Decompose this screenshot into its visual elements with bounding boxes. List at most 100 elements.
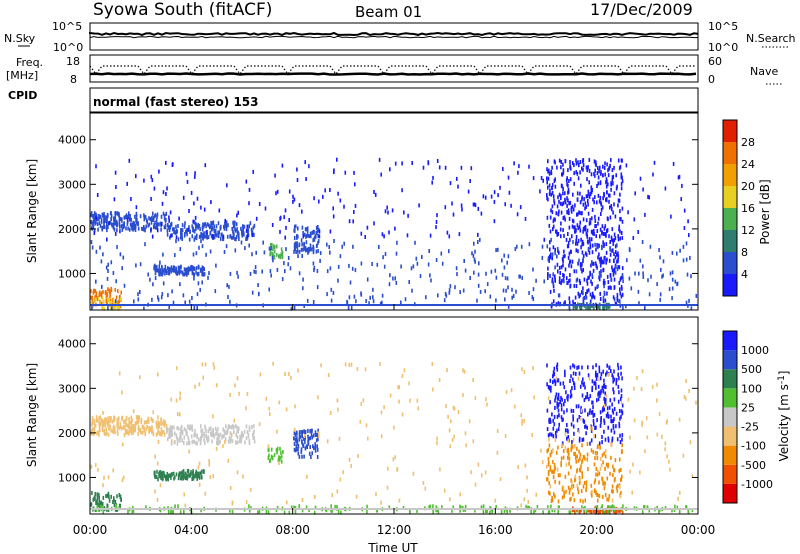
power-cell [216,233,218,238]
velocity-cell [600,420,602,425]
velocity-cell [600,389,602,394]
power-cell [150,227,152,232]
power-cell [448,249,450,254]
power-cell [360,291,362,296]
power-cell [248,201,250,206]
power-cell [686,272,689,277]
velocity-cell [158,473,160,478]
velocity-cell [636,375,638,380]
power-cell [225,227,228,232]
power-cell [270,246,272,251]
power-cell [175,270,177,275]
power-cell [196,233,198,238]
power-cell [507,175,510,180]
power-cell [577,261,579,266]
velocity-cell [336,489,339,494]
velocity-cell [582,484,585,489]
power-cell [114,231,117,236]
power-cell [549,229,552,234]
power-cell [588,157,591,162]
velocity-cell [463,369,466,374]
power-cell [91,245,94,250]
velocity-cell [267,455,270,460]
power-cell [550,192,553,197]
power-cell [326,292,328,297]
velocity-cell [597,384,600,389]
power-cell [355,299,357,304]
velocity-cell [613,407,616,411]
velocity-cell [112,426,115,431]
power-cell [588,194,591,199]
velocity-cell [157,428,160,433]
velocity-cell [294,432,297,437]
power-cell [611,268,614,273]
velocity-cell [125,423,128,427]
power-cell [582,257,584,262]
power-cell [151,178,154,183]
power-cell [245,237,247,241]
time-axis: 00:00 04:00 08:00 12:00 16:00 20:00 00:00 [73,304,715,537]
velocity-cell [581,437,584,442]
power-cell [549,289,552,294]
power-cell [161,221,163,226]
power-cell [612,238,614,243]
velocity-cell [556,428,558,433]
power-cell [590,190,593,194]
power-cell [642,275,645,279]
velocity-cell [245,500,248,504]
velocity-cell [445,404,447,409]
power-cell [315,230,318,235]
power-cell [235,237,237,242]
power-cell [568,201,570,206]
velocity-cell [489,510,491,515]
velocity-cell [386,485,389,490]
velocity-cell [468,419,471,424]
velocity-cell [338,436,341,441]
velocity-cell [171,429,173,434]
velocity-cell [210,433,213,438]
velocity-cell [129,420,132,425]
power-cell [163,213,166,218]
power-cell [596,171,599,176]
velocity-cell [280,459,283,464]
power-cell [105,290,107,294]
power-cell [556,165,558,170]
velocity-cell [561,441,564,446]
velocity-cell [179,396,181,401]
velocity-cell [132,505,134,510]
power-cell [564,159,567,163]
power-cell [281,250,284,255]
velocity-cell [204,424,206,429]
velocity-cell [236,429,239,434]
velocity-cell [187,425,189,430]
power-cell [257,283,259,287]
velocity-cell [553,467,556,472]
power-cell [580,183,582,188]
velocity-cell [105,417,108,422]
power-cell [195,266,198,271]
power-cell [187,270,189,275]
power-cell [638,301,640,306]
power-cell [504,297,506,302]
velocity-cell [585,480,588,485]
velocity-cell [579,477,581,482]
velocity-cell [595,453,597,458]
velocity-cell [356,367,359,371]
power-cell [315,249,318,254]
power-cell [494,268,497,273]
power-cell [610,285,612,290]
velocity-cell [248,504,250,509]
nave-tick-bottom: 0 [708,73,715,86]
velocity-cell [523,497,526,502]
power-cell [610,158,612,163]
velocity-cell [527,505,529,510]
velocity-cell [159,470,161,475]
power-cell [219,236,222,241]
power-cell [114,170,117,175]
power-cell [589,192,592,196]
power-cell [396,240,398,245]
velocity-cell [272,361,274,366]
power-cell [106,300,108,305]
power-cell [612,181,614,186]
